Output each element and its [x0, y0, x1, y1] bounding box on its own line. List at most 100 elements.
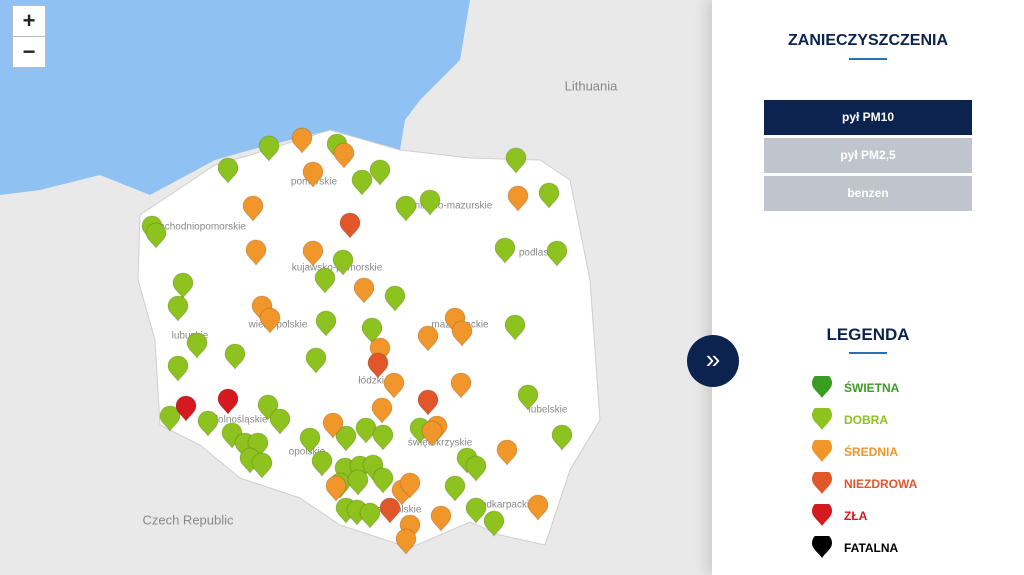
legend-icon	[812, 440, 832, 462]
station-marker	[217, 388, 239, 415]
place-label: podlaskie	[519, 248, 562, 259]
place-label: lubelskie	[529, 405, 568, 416]
station-marker	[315, 310, 337, 337]
station-marker	[314, 267, 336, 294]
station-marker	[450, 372, 472, 399]
station-marker	[353, 277, 375, 304]
station-marker	[395, 195, 417, 222]
station-marker	[361, 317, 383, 344]
place-label: zachodniopomorskie	[154, 222, 246, 233]
panel-title: ZANIECZYSZCZENIA	[788, 32, 948, 49]
legend-pin	[812, 376, 832, 398]
station-marker	[504, 314, 526, 341]
station-marker	[335, 425, 357, 452]
station-marker	[384, 285, 406, 312]
legend-label: DOBRA	[844, 413, 888, 427]
station-marker	[372, 467, 394, 494]
station-marker	[167, 295, 189, 322]
station-marker	[172, 272, 194, 299]
station-marker	[369, 159, 391, 186]
station-marker	[379, 497, 401, 524]
station-marker	[217, 157, 239, 184]
station-marker	[325, 475, 347, 502]
legend-icon	[812, 536, 832, 558]
legend-label: NIEZDROWA	[844, 477, 918, 491]
sea	[0, 0, 470, 195]
panel-toggle[interactable]: »	[687, 335, 739, 387]
station-marker	[167, 355, 189, 382]
station-marker	[430, 505, 452, 532]
station-marker	[372, 424, 394, 451]
zoom-out[interactable]: −	[12, 36, 46, 68]
station-marker	[259, 307, 281, 334]
legend-icon	[812, 408, 832, 430]
station-marker	[496, 439, 518, 466]
legend-icon	[812, 504, 832, 526]
place-label: opolskie	[289, 447, 326, 458]
zoom-in[interactable]: +	[12, 5, 46, 37]
legend-pin	[812, 408, 832, 430]
station-marker	[305, 347, 327, 374]
legend-label: ŚWIETNA	[844, 381, 900, 395]
station-marker	[395, 528, 417, 555]
station-marker	[399, 472, 421, 499]
station-marker	[367, 352, 389, 379]
station-marker	[339, 212, 361, 239]
station-marker	[291, 127, 313, 154]
underline	[849, 58, 887, 60]
station-marker	[517, 384, 539, 411]
station-marker	[483, 510, 505, 537]
station-marker	[351, 169, 373, 196]
station-marker	[538, 182, 560, 209]
station-marker	[359, 502, 381, 529]
station-marker	[251, 452, 273, 479]
place-label: dolnośląskie	[212, 415, 267, 426]
legend-icon	[812, 376, 832, 398]
station-marker	[494, 237, 516, 264]
station-marker	[421, 420, 443, 447]
pollutant-button[interactable]: benzen	[764, 176, 972, 211]
station-marker	[444, 475, 466, 502]
station-marker	[333, 142, 355, 169]
legend-pin	[812, 440, 832, 462]
station-marker	[302, 161, 324, 188]
place-label: warmińsko-mazurskie	[395, 201, 493, 212]
station-marker	[332, 249, 354, 276]
pollutant-button[interactable]: pył PM10	[764, 100, 972, 135]
station-marker	[417, 325, 439, 352]
station-marker	[245, 239, 267, 266]
station-marker	[224, 343, 246, 370]
map: Lithuaniapomorskiezachodniopomorskiewarm…	[0, 0, 619, 555]
legend-pin	[812, 472, 832, 494]
station-marker	[302, 240, 324, 267]
legend-icon	[812, 472, 832, 494]
station-marker	[258, 135, 280, 162]
legend-label: ŚREDNIA	[844, 445, 899, 459]
station-marker	[527, 494, 549, 521]
station-marker	[347, 469, 369, 496]
place-label: wielkopolskie	[248, 320, 308, 331]
place-label: świętokrzyskie	[408, 438, 473, 449]
legend-title: LEGENDA	[826, 325, 910, 344]
station-marker	[551, 424, 573, 451]
station-marker	[505, 147, 527, 174]
station-marker	[465, 455, 487, 482]
station-marker	[417, 389, 439, 416]
legend-pin	[812, 504, 832, 526]
station-marker	[197, 410, 219, 437]
pollutant-button[interactable]: pył PM2,5	[764, 138, 972, 173]
station-marker	[507, 185, 529, 212]
legend-label: FATALNA	[844, 541, 899, 555]
place-label: łódzkie	[358, 376, 390, 387]
station-marker	[451, 320, 473, 347]
legend-pin	[812, 536, 832, 558]
station-marker	[186, 332, 208, 359]
legend-label: ZŁA	[844, 509, 868, 523]
station-marker	[311, 450, 333, 477]
panel: ZANIECZYSZCZENIA pył PM10 pył PM2,5 benz…	[712, 0, 1024, 575]
place-label: Czech Republic	[142, 512, 234, 527]
station-marker	[322, 412, 344, 439]
station-marker	[465, 497, 487, 524]
station-marker	[242, 195, 264, 222]
